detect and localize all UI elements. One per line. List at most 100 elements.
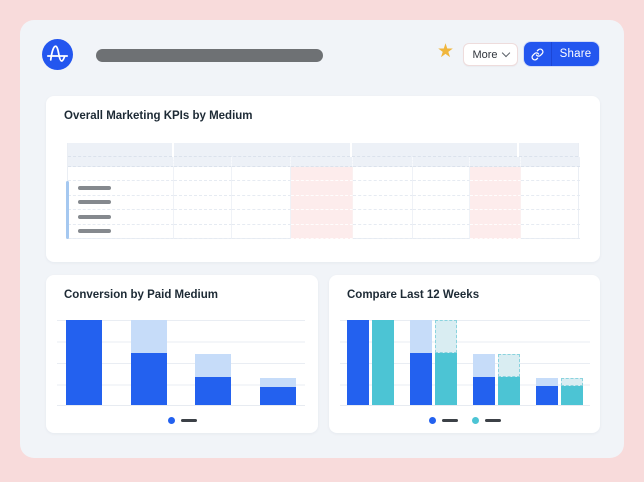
table-cell (413, 224, 470, 239)
table-cell (291, 181, 353, 196)
bar-segment[interactable] (498, 376, 520, 405)
table-cell (232, 224, 291, 239)
bar-segment[interactable] (435, 353, 457, 405)
share-button[interactable]: Share (524, 42, 599, 66)
bar-segment[interactable] (410, 353, 432, 405)
legend-entry (471, 417, 501, 424)
bar-segment[interactable] (473, 354, 495, 377)
favorite-star-icon[interactable]: ★ (437, 41, 455, 62)
chevron-down-icon (501, 48, 510, 58)
table-header-row (68, 157, 580, 167)
bar-2[interactable] (130, 320, 167, 405)
legend-entry (428, 417, 458, 424)
table-header-cell (353, 157, 413, 167)
bar-segment[interactable] (130, 353, 167, 405)
table-cell (68, 224, 174, 239)
table-row (68, 224, 580, 239)
kpi-panel-title: Overall Marketing KPIs by Medium (64, 110, 253, 122)
bar-segment[interactable] (498, 354, 520, 377)
table-header-cell (291, 157, 353, 167)
current-bar-4[interactable] (536, 320, 558, 405)
bar-segment[interactable] (372, 320, 394, 405)
table-cell (470, 224, 521, 239)
bar-group (195, 320, 232, 405)
table-header-group-cell (351, 143, 518, 157)
previous-bar-3[interactable] (498, 320, 520, 405)
previous-bar-4[interactable] (561, 320, 583, 405)
table-header-cell (174, 157, 232, 167)
bar-segment[interactable] (195, 376, 232, 405)
conversion-chart (57, 320, 305, 406)
row-selection-strip (66, 181, 69, 239)
table-header-group-cell (519, 143, 578, 157)
bar-segment[interactable] (410, 320, 432, 354)
table-cell (413, 167, 470, 181)
kpi-panel: Overall Marketing KPIs by Medium (46, 96, 600, 262)
table-cell (470, 167, 521, 181)
bar-segment[interactable] (130, 320, 167, 354)
legend-dash-icon (180, 419, 197, 422)
previous-bar-2[interactable] (435, 320, 457, 405)
bar-segment[interactable] (561, 377, 583, 387)
text-placeholder (78, 200, 111, 205)
more-button-label: More (472, 48, 498, 61)
bar-1[interactable] (66, 320, 102, 405)
table-cell (291, 224, 353, 239)
bar-segment[interactable] (473, 376, 495, 405)
legend-dash-icon (484, 419, 501, 422)
table-header-group-cell (173, 143, 350, 157)
bar-group (130, 320, 167, 405)
table-cell (521, 196, 580, 210)
table-row (68, 181, 580, 196)
table-row (68, 210, 580, 225)
bar-group (536, 320, 583, 405)
bar-group (473, 320, 520, 405)
table-cell (521, 210, 580, 225)
table-cell (68, 195, 174, 210)
bar-segment[interactable] (435, 320, 457, 354)
table-cell (413, 210, 470, 225)
bar-segment[interactable] (536, 386, 558, 405)
conversion-panel-title: Conversion by Paid Medium (64, 289, 218, 301)
legend-dot-icon (428, 417, 436, 424)
previous-bar-1[interactable] (372, 320, 394, 405)
bar-3[interactable] (195, 320, 232, 405)
table-cell (521, 181, 580, 196)
kpi-table[interactable] (66, 143, 580, 239)
link-icon[interactable] (524, 42, 551, 66)
more-button[interactable]: More (463, 43, 518, 66)
compare-panel-title: Compare Last 12 Weeks (347, 289, 480, 301)
bar-segment[interactable] (259, 387, 296, 405)
table-cell (68, 210, 174, 225)
legend-entry (167, 417, 197, 424)
bar-group (259, 320, 296, 405)
bar-segment[interactable] (259, 377, 296, 388)
bar-segment[interactable] (66, 320, 102, 405)
legend-dash-icon (441, 419, 458, 422)
share-button-label: Share (559, 48, 592, 60)
current-bar-2[interactable] (410, 320, 432, 405)
table-cell (174, 181, 232, 196)
bar-4[interactable] (259, 320, 296, 405)
table-header-group-cell (68, 143, 172, 157)
table-row (68, 195, 580, 210)
compare-panel: Compare Last 12 Weeks (329, 275, 600, 433)
table-cell (470, 210, 521, 225)
current-bar-3[interactable] (473, 320, 495, 405)
bar-segment[interactable] (536, 377, 558, 387)
bar-segment[interactable] (561, 386, 583, 405)
table-cell (353, 195, 413, 210)
table-header-cell (521, 157, 580, 167)
table-cell (521, 167, 580, 181)
table-header-group-row (68, 143, 578, 157)
legend-dot-icon (471, 417, 479, 424)
table-cell (353, 210, 413, 225)
current-bar-1[interactable] (347, 320, 369, 405)
bar-segment[interactable] (347, 320, 369, 405)
table-cell (174, 167, 232, 181)
bar-segment[interactable] (195, 354, 232, 377)
table-cell (174, 224, 232, 239)
document-title-placeholder (96, 49, 323, 62)
bar-group (347, 320, 394, 405)
table-cell (413, 181, 470, 196)
